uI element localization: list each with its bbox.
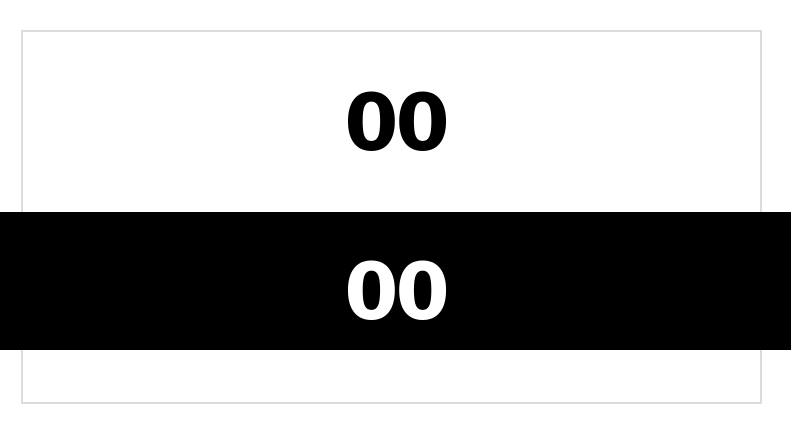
counter-top-value: 00	[344, 79, 450, 169]
counter-bottom-value: 00	[344, 248, 450, 338]
counter-highlight-band: 00	[0, 212, 791, 350]
